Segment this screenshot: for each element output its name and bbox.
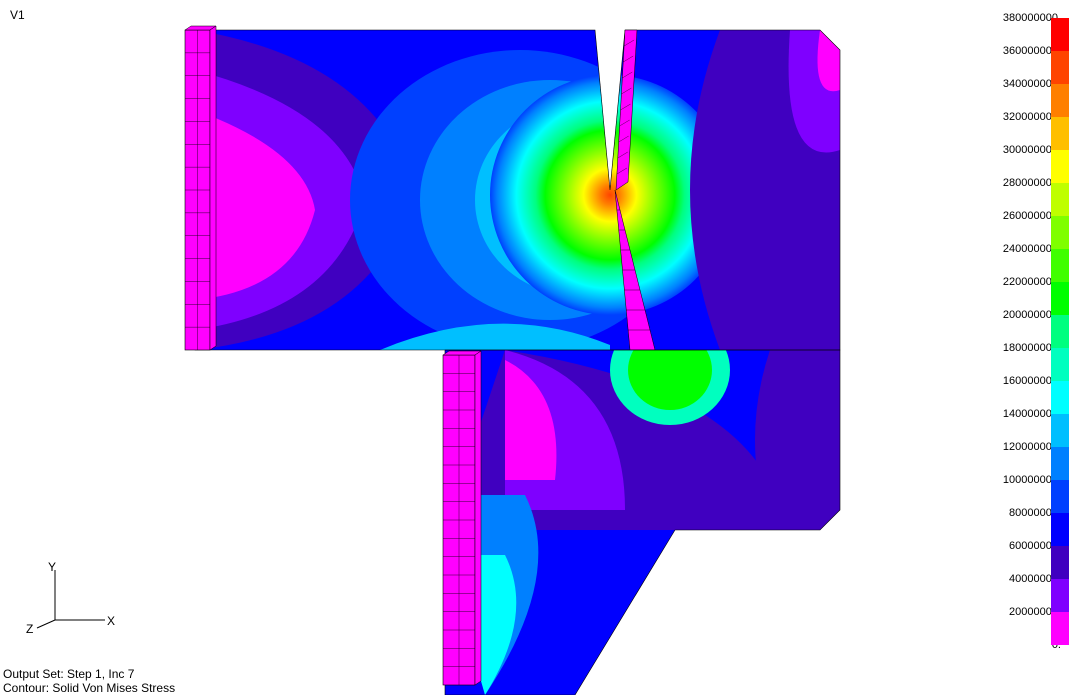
legend-swatch [1051,546,1069,579]
color-legend: 380000000.360000000.340000000.320000000.… [987,18,1065,645]
legend-swatch [1051,381,1069,414]
legend-swatch [1051,414,1069,447]
legend-swatch [1051,216,1069,249]
legend-swatch [1051,117,1069,150]
legend-swatch [1051,447,1069,480]
legend-swatch [1051,84,1069,117]
legend-swatch [1051,249,1069,282]
legend-swatch [1051,612,1069,645]
legend-swatch [1051,282,1069,315]
legend-swatch [1051,480,1069,513]
legend-swatch [1051,183,1069,216]
legend-swatch [1051,579,1069,612]
legend-swatch [1051,315,1069,348]
legend-swatch [1051,348,1069,381]
legend-swatch [1051,513,1069,546]
legend-swatch [1051,18,1069,51]
legend-swatch [1051,51,1069,84]
stress-contour-plot [0,0,900,695]
legend-swatch [1051,150,1069,183]
